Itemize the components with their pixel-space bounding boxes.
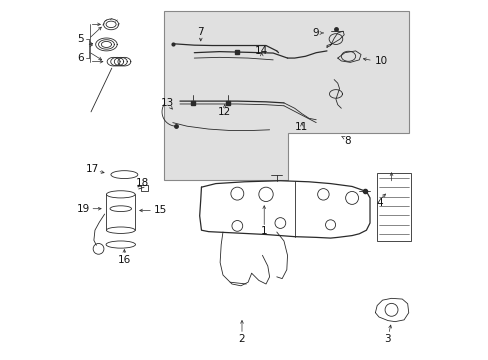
- Text: 6: 6: [77, 53, 83, 63]
- Text: 7: 7: [197, 27, 203, 37]
- Text: 19: 19: [77, 204, 90, 214]
- Text: 18: 18: [135, 178, 149, 188]
- Text: 4: 4: [376, 198, 383, 208]
- Text: 10: 10: [373, 56, 386, 66]
- Text: 1: 1: [261, 226, 267, 236]
- Text: 15: 15: [154, 206, 167, 216]
- Text: 2: 2: [238, 333, 245, 343]
- Ellipse shape: [106, 191, 135, 198]
- Text: 11: 11: [295, 122, 308, 132]
- Text: 8: 8: [344, 136, 350, 145]
- Bar: [376, 173, 410, 241]
- Text: 3: 3: [383, 333, 390, 343]
- Text: 16: 16: [118, 255, 131, 265]
- Text: 12: 12: [218, 107, 231, 117]
- Ellipse shape: [106, 227, 135, 233]
- Text: 5: 5: [77, 34, 83, 44]
- Bar: [140, 185, 148, 192]
- Text: 17: 17: [85, 163, 99, 174]
- Text: 13: 13: [161, 98, 174, 108]
- Text: 9: 9: [311, 28, 318, 38]
- Text: 14: 14: [255, 46, 268, 56]
- Polygon shape: [163, 12, 408, 180]
